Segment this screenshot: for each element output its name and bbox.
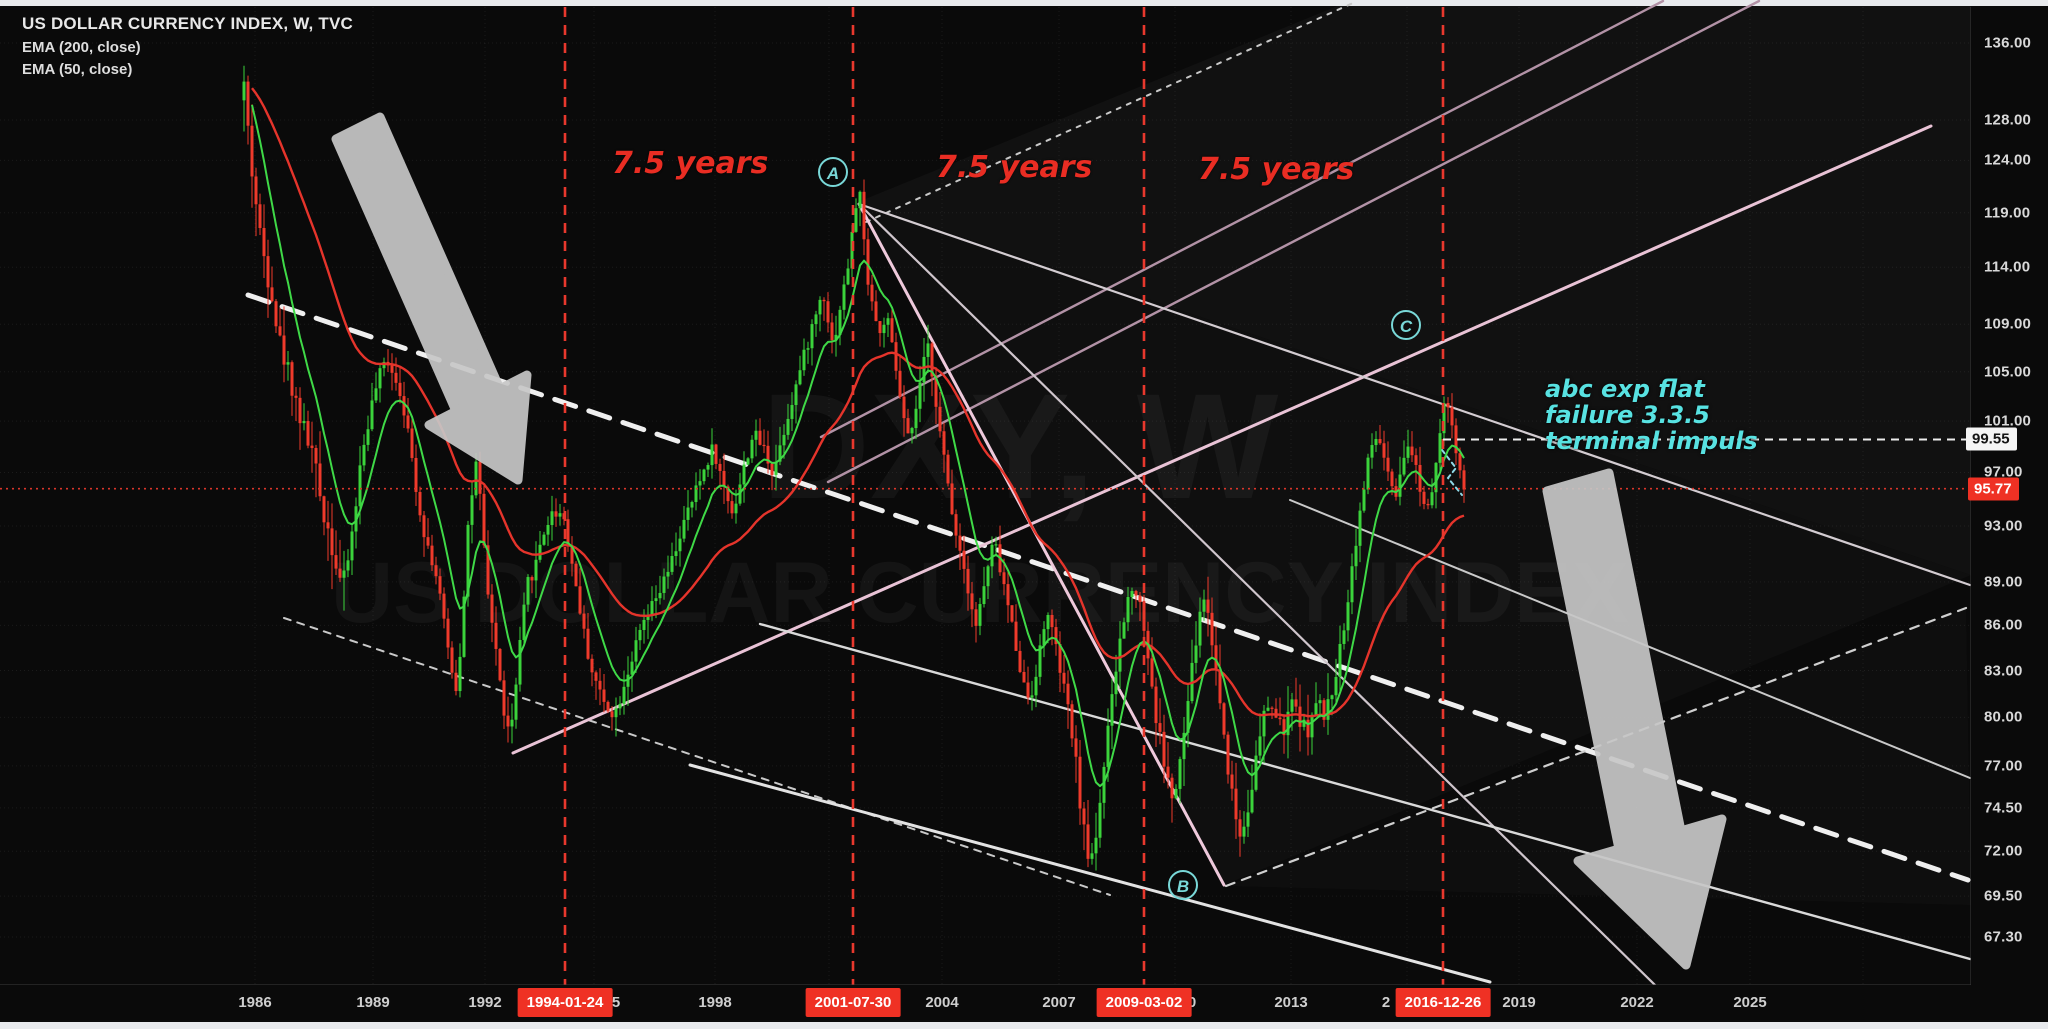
trend-arrows — [331, 112, 1727, 970]
time-axis-label: 1992 — [468, 994, 502, 1011]
price-level-badge: 99.55 — [1966, 427, 2017, 451]
symbol-title[interactable]: US DOLLAR CURRENCY INDEX, W, TVC — [22, 14, 353, 33]
lower-dashed-support — [283, 617, 1111, 896]
note-line-3: terminal impuls — [1545, 427, 1758, 455]
lower-channel-desc-1 — [758, 622, 1972, 961]
note-line-1: abc exp flat — [1545, 375, 1705, 403]
a-mid-decline — [857, 202, 1657, 987]
down-arrow-left-head — [424, 370, 532, 485]
a-b-decline — [857, 202, 1226, 887]
event-lines — [563, 7, 1445, 985]
cycle-annotation-1[interactable]: 7.5 years — [612, 146, 769, 181]
dotted-from-a-up — [865, 2, 1354, 223]
event-date-badge: 2001-07-30 — [805, 988, 901, 1017]
ema-50-line — [251, 104, 1465, 788]
last-price-badge: 95.77 — [1968, 477, 2019, 501]
price-axis-label: 119.00 — [1984, 204, 2031, 222]
time-axis-label: 1986 — [238, 994, 272, 1011]
indicator-ema50[interactable]: EMA (50, close) — [22, 61, 133, 78]
price-axis-label: 89.00 — [1984, 573, 2023, 591]
price-axis-label: 77.00 — [1984, 757, 2023, 775]
time-axis-label: 2007 — [1042, 994, 1076, 1011]
cycle-annotation-3[interactable]: 7.5 years — [1198, 152, 1355, 187]
price-axis-label: 83.00 — [1984, 662, 2023, 680]
price-axis-label: 105.00 — [1984, 363, 2032, 381]
price-axis-label: 86.00 — [1984, 616, 2023, 634]
indicator-ema200[interactable]: EMA (200, close) — [22, 39, 141, 56]
time-axis-label: 2013 — [1274, 994, 1308, 1011]
price-axis-label: 128.00 — [1984, 111, 2032, 129]
price-axis-label: 97.00 — [1984, 463, 2023, 481]
price-axis-label: 67.30 — [1984, 928, 2023, 946]
time-axis-label: 2022 — [1620, 994, 1654, 1011]
event-date-badge: 1994-01-24 — [517, 988, 613, 1017]
ema-200-line — [251, 87, 1465, 718]
time-axis-label: 2025 — [1733, 994, 1767, 1011]
down-arrow-right-head — [1573, 814, 1727, 970]
price-axis-label: 136.00 — [1984, 34, 2032, 52]
wave-circle-a[interactable]: A — [818, 157, 848, 187]
time-axis-label: 1989 — [356, 994, 390, 1011]
mauve-channel-up-1 — [819, 0, 1665, 439]
time-axis-label: 2019 — [1502, 994, 1536, 1011]
price-axis-label: 109.00 — [1984, 315, 2032, 333]
price-axis-label: 69.50 — [1984, 887, 2023, 905]
a-gentle-decline — [857, 202, 1972, 587]
time-axis-label: 2004 — [925, 994, 959, 1011]
wave-circle-b[interactable]: B — [1168, 870, 1198, 900]
price-axis-label: 114.00 — [1984, 258, 2031, 276]
time-axis-label: 0 — [1187, 994, 1197, 1011]
price-axis-label: 72.00 — [1984, 842, 2023, 860]
price-axis-label: 124.00 — [1984, 151, 2032, 169]
window-top-edge — [0, 0, 2048, 6]
lower-channel-desc-2 — [688, 763, 1492, 984]
down-arrow-left-shaft — [331, 112, 505, 416]
major-dashed-downtrend — [245, 292, 1971, 883]
time-axis-label: 5 — [611, 994, 621, 1011]
time-axis-label: 2 — [1381, 994, 1391, 1011]
price-axis-label: 74.50 — [1984, 799, 2023, 817]
event-date-badge: 2009-03-02 — [1096, 988, 1192, 1017]
mauve-channel-up-2 — [826, 0, 1761, 484]
window-bottom-edge — [0, 1022, 2048, 1029]
price-axis-label: 93.00 — [1984, 517, 2023, 535]
price-axis-label: 80.00 — [1984, 708, 2023, 726]
event-date-badge: 2016-12-26 — [1395, 988, 1491, 1017]
elliott-wave-note[interactable]: abc exp flat failure 3.3.5 terminal impu… — [1545, 376, 1758, 454]
note-line-2: failure 3.3.5 — [1545, 401, 1710, 429]
cycle-annotation-2[interactable]: 7.5 years — [936, 150, 1093, 185]
time-axis-label: 1998 — [698, 994, 732, 1011]
pink-channel-up — [511, 124, 1933, 755]
cyan-projection — [1441, 449, 1463, 496]
time-axis[interactable]: 1986 1989 1992 5 1998 2004 2007 0 2013 2 2019 2022 2… — [0, 985, 2048, 1022]
price-axis-label: 101.00 — [1984, 412, 2032, 430]
trendlines — [245, 0, 1972, 987]
wave-circle-c[interactable]: C — [1391, 310, 1421, 340]
chart-legend: US DOLLAR CURRENCY INDEX, W, TVC EMA (20… — [22, 14, 353, 78]
